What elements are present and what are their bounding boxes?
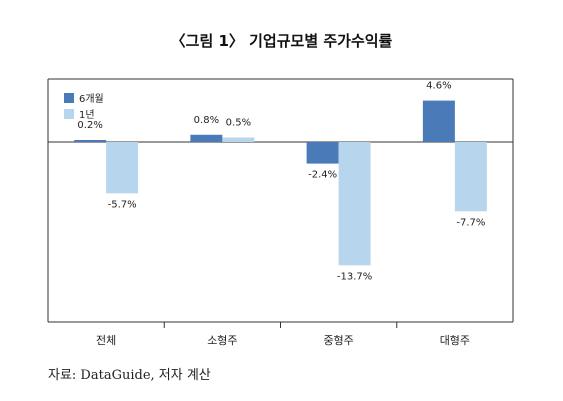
- bar-6m-2: [306, 142, 339, 164]
- bar-1y-2: [338, 142, 371, 266]
- data-labels-group: 0.2% -5.7% 0.8% 0.5% -2.4% -13.7% 4.6% -7.7%: [77, 81, 485, 283]
- legend-label: 1년: [79, 109, 95, 121]
- data-label: -7.7%: [456, 217, 485, 228]
- data-label: -2.4%: [308, 170, 337, 181]
- source-note: 자료: DataGuide, 저자 계산: [48, 368, 211, 383]
- data-label: -5.7%: [108, 199, 137, 210]
- legend-label: 6개월: [79, 93, 104, 105]
- data-label: 0.2%: [77, 120, 102, 131]
- chart-title: 〈그림 1〉 기업규모별 주가수익률: [170, 32, 393, 50]
- bar-1y-0: [106, 142, 139, 194]
- legend-swatch: [64, 109, 74, 119]
- data-label: 0.5%: [226, 118, 251, 129]
- data-label: 4.6%: [426, 81, 451, 92]
- legend-swatch: [64, 93, 74, 103]
- bar-6m-3: [422, 100, 455, 142]
- bar-6m-1: [190, 134, 223, 142]
- x-tick-label: 전체: [96, 334, 116, 347]
- bars-group: [74, 100, 487, 266]
- bar-1y-1: [222, 137, 255, 142]
- data-label: 0.8%: [194, 115, 219, 126]
- data-label: -13.7%: [337, 271, 372, 282]
- bar-6m-0: [74, 140, 107, 142]
- x-tick-label: 대형주: [440, 334, 470, 347]
- x-tick-label: 소형주: [207, 334, 237, 347]
- x-tick-labels: 전체 소형주 중형주 대형주: [96, 334, 470, 347]
- x-tick-label: 중형주: [323, 334, 353, 347]
- bar-1y-3: [454, 142, 487, 212]
